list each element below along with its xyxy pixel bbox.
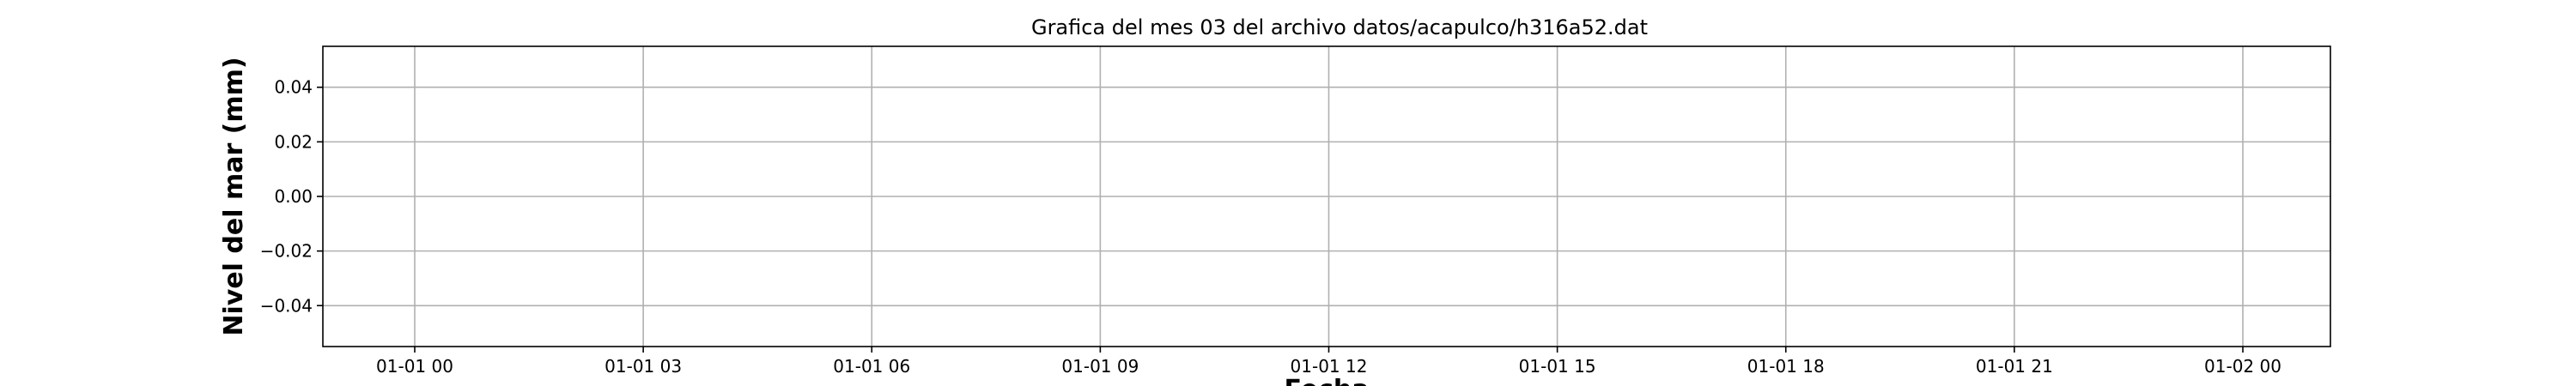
y-tick-label: 0.04 bbox=[274, 77, 313, 98]
x-tick-label: 01-01 03 bbox=[605, 356, 682, 377]
y-tick-label: −0.02 bbox=[260, 241, 313, 262]
x-tick-label: 01-02 00 bbox=[2204, 356, 2281, 377]
grid-lines bbox=[323, 46, 2330, 347]
chart-title: Grafica del mes 03 del archivo datos/aca… bbox=[1031, 15, 1648, 39]
y-tick-labels: 0.04 0.02 0.00 −0.02 −0.04 bbox=[260, 77, 313, 317]
y-tick-label: 0.02 bbox=[274, 131, 313, 152]
y-axis-label: Nivel del mar (mm) bbox=[219, 57, 249, 335]
x-tick-label: 01-01 12 bbox=[1291, 356, 1368, 377]
y-tick-label: −0.04 bbox=[260, 295, 313, 316]
axis-ticks bbox=[317, 86, 2244, 353]
x-tick-label: 01-01 00 bbox=[376, 356, 453, 377]
y-tick-label: 0.00 bbox=[274, 186, 313, 207]
x-axis-label: Fecha bbox=[1284, 375, 1369, 386]
x-tick-labels: 01-01 00 01-01 03 01-01 06 01-01 09 01-01 12… bbox=[376, 356, 2281, 377]
x-tick-label: 01-01 21 bbox=[1976, 356, 2053, 377]
plot-area-frame bbox=[322, 45, 2331, 347]
x-tick-label: 01-01 06 bbox=[833, 356, 910, 377]
x-tick-label: 01-01 18 bbox=[1747, 356, 1825, 377]
x-tick-label: 01-01 09 bbox=[1061, 356, 1139, 377]
x-tick-label: 01-01 15 bbox=[1519, 356, 1596, 377]
